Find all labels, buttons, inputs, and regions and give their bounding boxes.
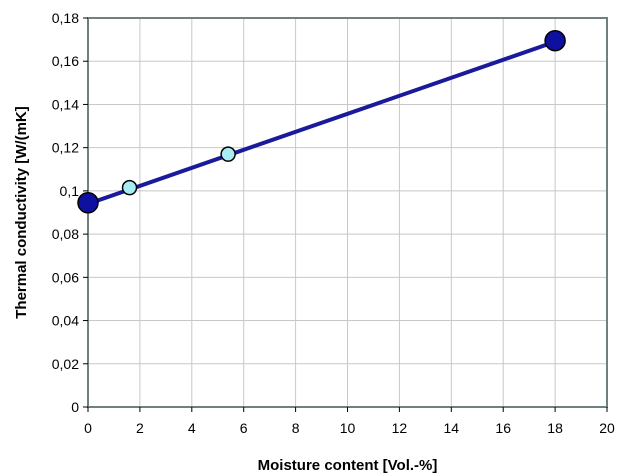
- y-tick-label: 0,1: [60, 183, 80, 199]
- y-tick-label: 0,06: [52, 269, 79, 285]
- x-tick-label: 18: [547, 420, 563, 436]
- x-axis-title: Moisture content [Vol.-%]: [258, 457, 438, 474]
- x-tick-label: 20: [599, 420, 615, 436]
- data-point-small: [220, 146, 236, 162]
- y-tick-label: 0,14: [52, 96, 79, 112]
- data-point-large: [77, 192, 99, 214]
- x-tick-label: 12: [392, 420, 408, 436]
- data-point-small: [121, 179, 138, 196]
- grid: [87, 17, 608, 408]
- x-tick-label: 6: [240, 420, 248, 436]
- y-axis-ticks: 0 0,02 0,04 0,06 0,08 0,1 0,12 0,14 0,16 0,18: [52, 10, 88, 415]
- x-tick-label: 16: [495, 420, 511, 436]
- y-tick-label: 0,18: [52, 10, 79, 26]
- x-axis-ticks: 0 2 4 6 8 10 12 14 16 18 20: [84, 407, 615, 436]
- trend-line: [86, 39, 558, 206]
- y-tick-label: 0,02: [52, 356, 79, 372]
- y-tick-label: 0,04: [52, 313, 79, 329]
- y-tick-label: 0,12: [52, 140, 79, 156]
- x-tick-label: 4: [188, 420, 196, 436]
- x-tick-label: 8: [292, 420, 300, 436]
- y-tick-label: 0,08: [52, 226, 79, 242]
- x-tick-label: 10: [340, 420, 356, 436]
- x-tick-label: 14: [444, 420, 460, 436]
- trend-lines: [86, 39, 558, 206]
- x-tick-label: 2: [136, 420, 144, 436]
- y-axis-title: Thermal conductivity [W/(mK]: [13, 106, 30, 319]
- data-points: [77, 29, 566, 214]
- data-point-large: [544, 29, 566, 52]
- x-tick-label: 0: [84, 420, 92, 436]
- y-tick-label: 0: [71, 399, 79, 415]
- y-tick-label: 0,16: [52, 53, 79, 69]
